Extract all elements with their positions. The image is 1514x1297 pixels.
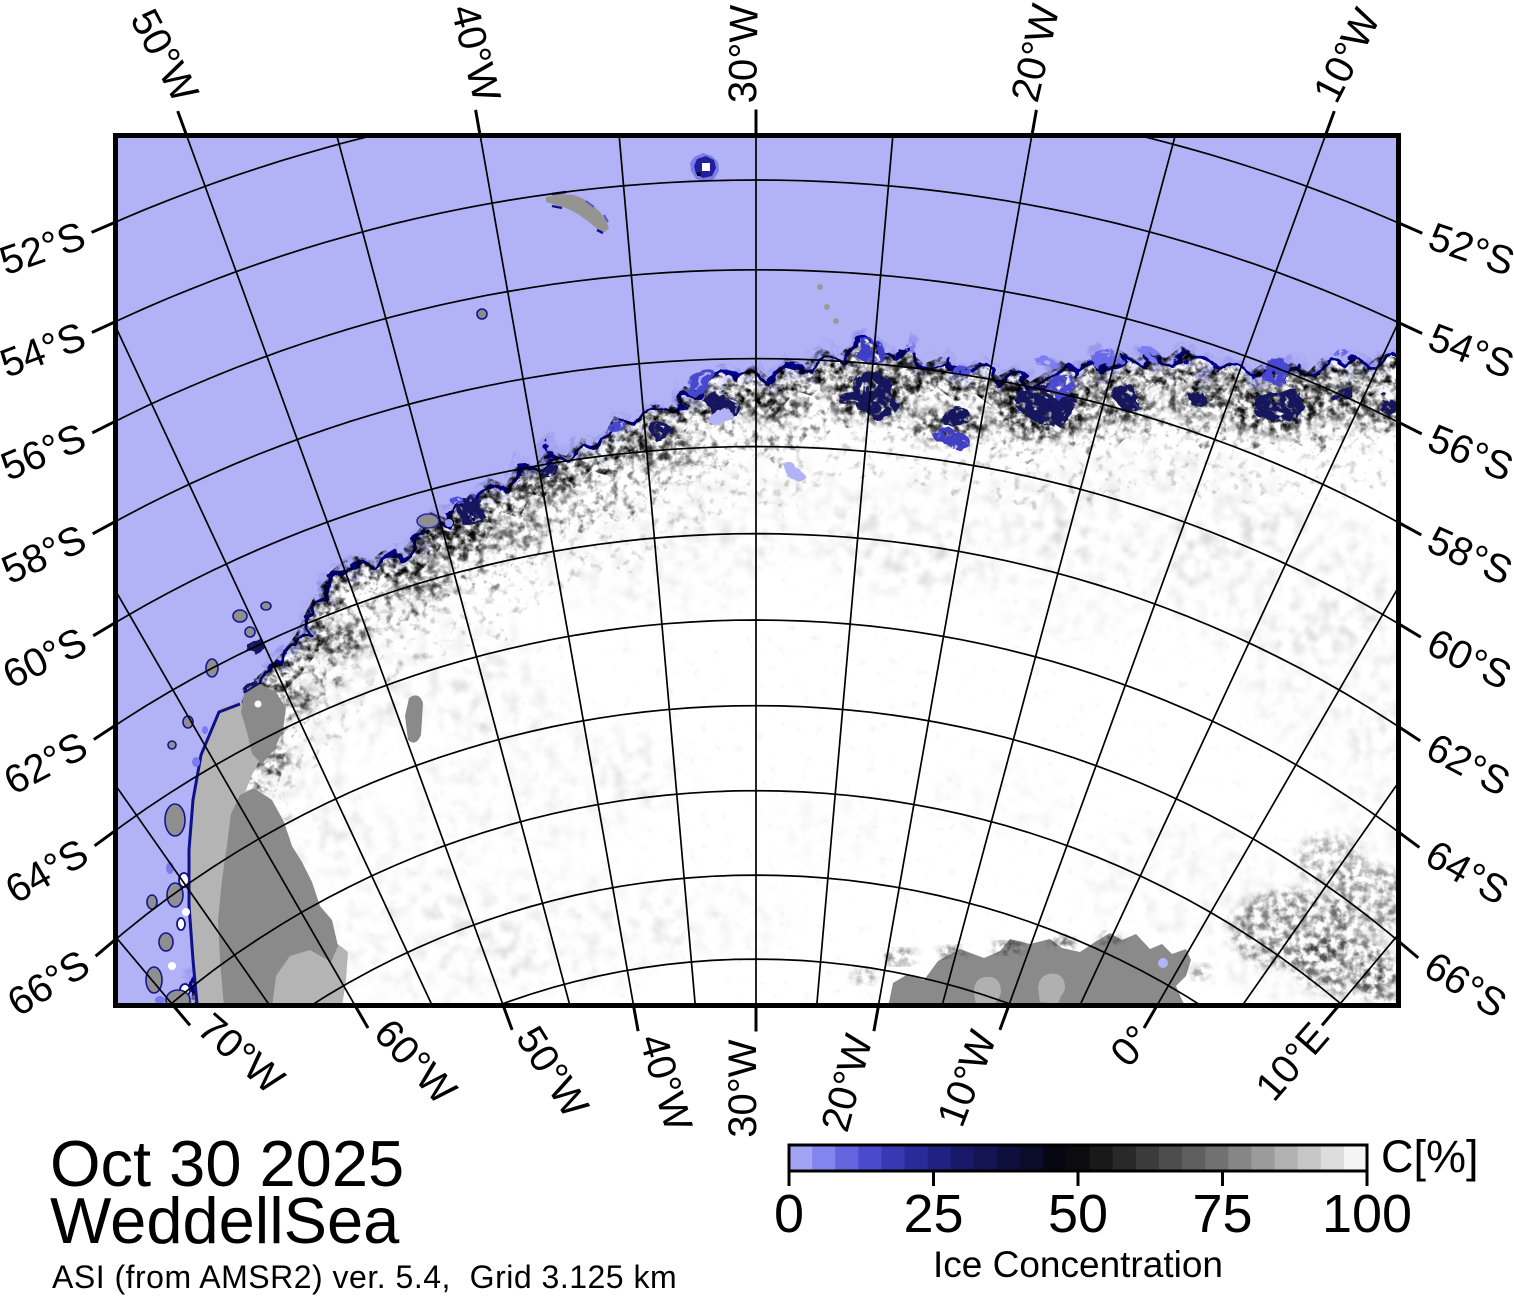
svg-text:75: 75 <box>1192 1184 1252 1244</box>
svg-text:54°S: 54°S <box>1423 315 1514 387</box>
svg-text:40°W: 40°W <box>442 0 509 106</box>
svg-text:10°W: 10°W <box>929 1025 1005 1133</box>
svg-text:52°S: 52°S <box>1423 215 1514 285</box>
svg-text:20°W: 20°W <box>813 1030 881 1137</box>
svg-text:62°S: 62°S <box>0 724 95 804</box>
svg-text:20°W: 20°W <box>1003 0 1068 106</box>
svg-text:56°S: 56°S <box>0 415 92 489</box>
svg-text:64°S: 64°S <box>1418 832 1514 914</box>
svg-text:66°S: 66°S <box>1417 944 1514 1027</box>
svg-text:0°: 0° <box>1102 1017 1160 1075</box>
svg-text:40°W: 40°W <box>631 1029 700 1136</box>
svg-text:10°W: 10°W <box>1305 2 1389 110</box>
svg-text:64°S: 64°S <box>0 831 96 913</box>
svg-text:50°W: 50°W <box>122 2 207 110</box>
svg-text:54°S: 54°S <box>0 314 91 386</box>
svg-text:WeddellSea: WeddellSea <box>50 1184 400 1257</box>
svg-text:60°W: 60°W <box>365 1011 464 1113</box>
svg-text:30°W: 30°W <box>721 1039 765 1137</box>
svg-text:100: 100 <box>1322 1184 1412 1244</box>
svg-text:66°S: 66°S <box>0 942 97 1025</box>
svg-text:60°S: 60°S <box>0 619 94 697</box>
svg-text:58°S: 58°S <box>0 517 93 593</box>
svg-text:Oct 30 2025: Oct 30 2025 <box>50 1127 404 1200</box>
svg-text:ASI (from AMSR2) ver. 5.4, Gr: ASI (from AMSR2) ver. 5.4, Grid 3.125 km <box>52 1259 677 1295</box>
svg-text:52°S: 52°S <box>0 214 91 284</box>
svg-text:10°E: 10°E <box>1247 1015 1337 1110</box>
svg-text:Ice Concentration: Ice Concentration <box>933 1244 1223 1285</box>
svg-text:62°S: 62°S <box>1419 725 1514 805</box>
svg-text:56°S: 56°S <box>1422 416 1514 490</box>
svg-text:60°S: 60°S <box>1420 621 1514 699</box>
svg-text:C[%]: C[%] <box>1381 1131 1479 1182</box>
svg-text:30°W: 30°W <box>721 4 767 103</box>
svg-text:58°S: 58°S <box>1421 518 1514 594</box>
svg-text:0: 0 <box>774 1184 804 1244</box>
svg-text:70°W: 70°W <box>189 1005 292 1103</box>
svg-text:50: 50 <box>1048 1184 1108 1244</box>
svg-text:50°W: 50°W <box>507 1019 597 1126</box>
svg-text:25: 25 <box>903 1184 963 1244</box>
